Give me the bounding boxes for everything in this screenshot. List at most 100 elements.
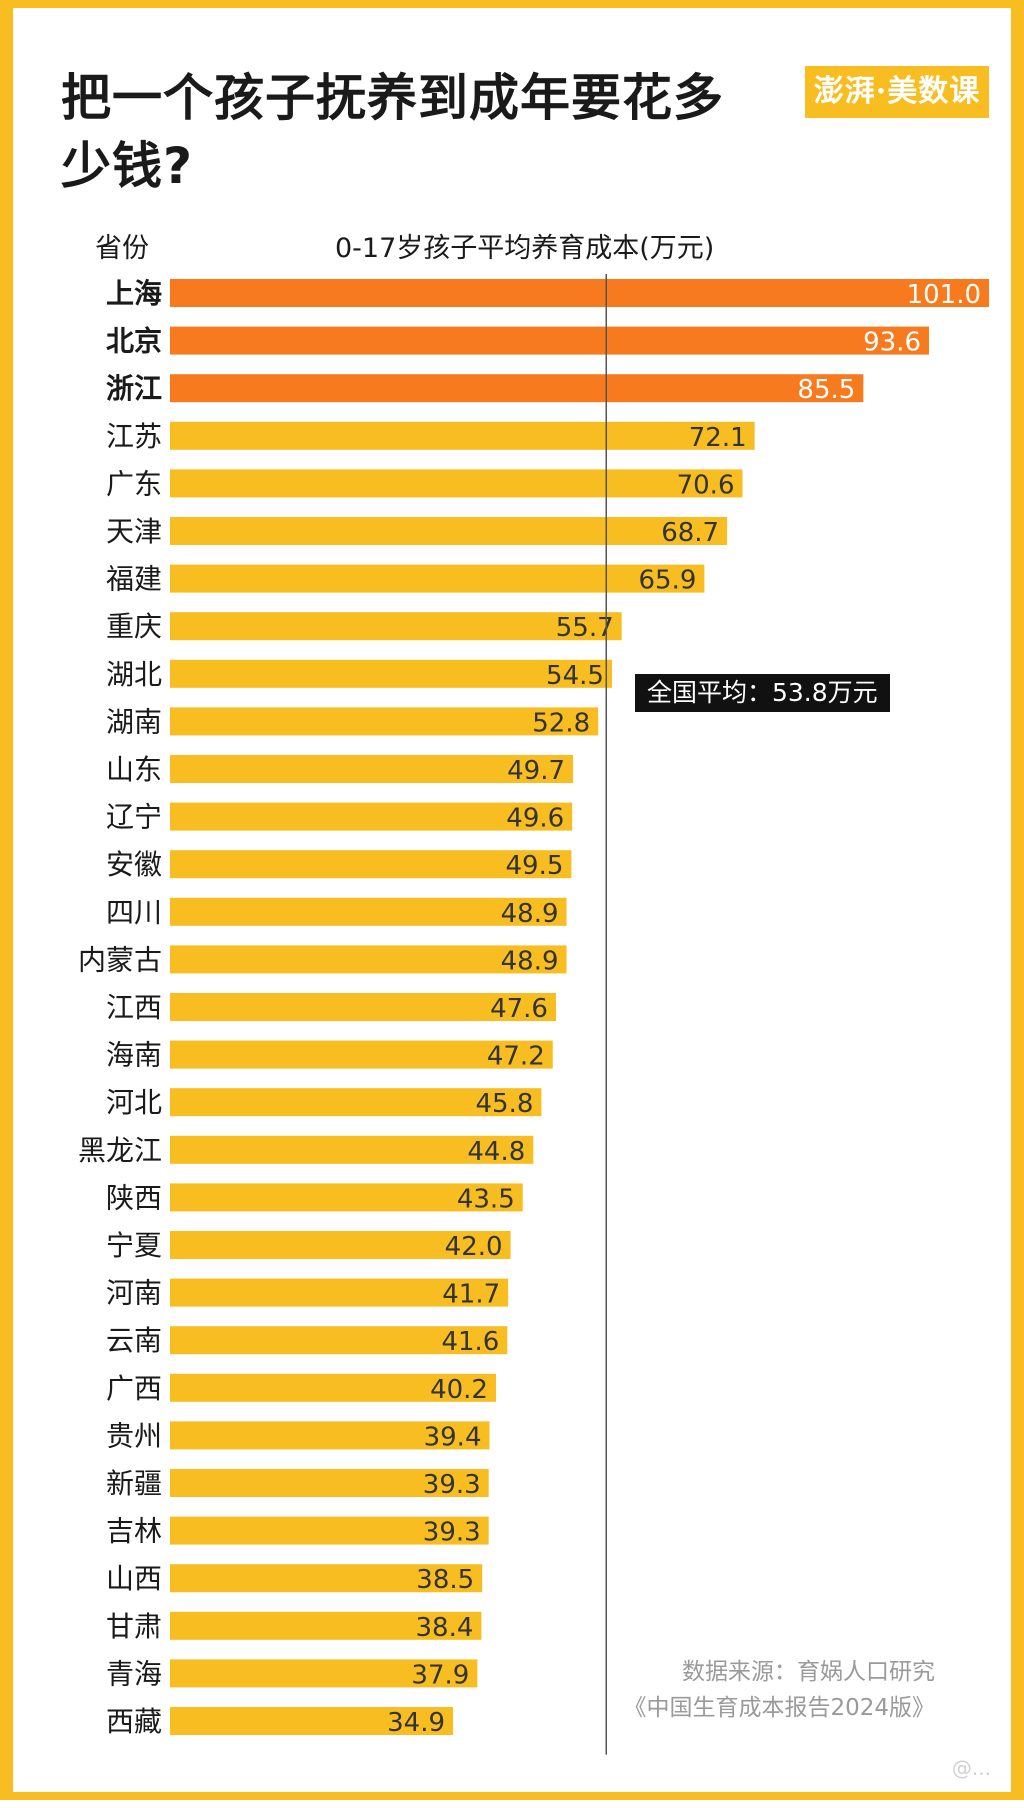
- value-label-安徽: 49.5: [506, 851, 564, 881]
- bar-陕西: [170, 1183, 523, 1212]
- category-label-广东: 广东: [106, 467, 162, 500]
- category-label-青海: 青海: [106, 1657, 162, 1690]
- value-label-山东: 49.7: [507, 756, 565, 786]
- category-label-福建: 福建: [106, 563, 162, 596]
- bar-湖北: [170, 659, 612, 688]
- bar-上海: [170, 279, 989, 307]
- category-label-四川: 四川: [106, 896, 162, 929]
- bar-北京: [170, 326, 929, 355]
- category-label-天津: 天津: [106, 515, 162, 548]
- bar-四川: [170, 897, 567, 926]
- bar-山东: [170, 755, 574, 783]
- value-label-贵州: 39.4: [424, 1422, 482, 1452]
- value-label-宁夏: 42.0: [445, 1232, 503, 1262]
- category-label-安徽: 安徽: [106, 848, 162, 881]
- value-label-浙江: 85.5: [797, 375, 855, 405]
- value-label-湖北: 54.5: [546, 661, 604, 691]
- value-label-湖南: 52.8: [532, 708, 590, 738]
- category-label-湖北: 湖北: [106, 658, 162, 691]
- bar-河北: [170, 1088, 542, 1117]
- category-label-云南: 云南: [106, 1324, 162, 1357]
- national-average-label: 全国平均：53.8万元: [635, 674, 890, 712]
- bar-青海: [170, 1659, 478, 1688]
- category-label-广西: 广西: [106, 1372, 162, 1405]
- value-label-吉林: 39.3: [423, 1518, 481, 1548]
- publisher-logo: 澎湃·美数课: [805, 66, 989, 118]
- value-label-山西: 38.5: [416, 1565, 474, 1595]
- bar-新疆: [170, 1469, 489, 1497]
- bar-海南: [170, 1040, 553, 1069]
- value-label-北京: 93.6: [863, 328, 921, 358]
- value-label-广西: 40.2: [430, 1375, 488, 1405]
- bar-chart: 上海 101.0 北京 93.6 浙江 85.5 江苏 72.1 广东 70.6 天津 68.7 福建 6…: [78, 274, 989, 1755]
- value-label-江苏: 72.1: [689, 423, 747, 453]
- category-label-湖南: 湖南: [106, 705, 162, 738]
- category-label-山东: 山东: [106, 753, 162, 786]
- bar-天津: [170, 517, 728, 545]
- value-label-重庆: 55.7: [556, 613, 614, 643]
- value-label-辽宁: 49.6: [506, 804, 564, 834]
- source-line-2: 《中国生育成本报告2024版》: [623, 1695, 935, 1721]
- bar-西藏: [170, 1707, 454, 1735]
- category-label-吉林: 吉林: [106, 1515, 162, 1548]
- category-label-河北: 河北: [106, 1086, 162, 1119]
- value-label-江西: 47.6: [490, 994, 548, 1024]
- value-label-广东: 70.6: [677, 470, 735, 500]
- value-axis-label: 0-17岁孩子平均养育成本(万元): [335, 233, 715, 264]
- value-label-河南: 41.7: [442, 1280, 500, 1310]
- category-label-新疆: 新疆: [106, 1467, 162, 1500]
- bar-宁夏: [170, 1231, 511, 1259]
- bar-吉林: [170, 1516, 489, 1545]
- bar-广西: [170, 1373, 496, 1402]
- category-label-浙江: 浙江: [106, 372, 162, 405]
- bar-江西: [170, 993, 556, 1021]
- bar-安徽: [170, 850, 572, 879]
- value-label-河北: 45.8: [475, 1089, 533, 1119]
- category-label-辽宁: 辽宁: [106, 801, 162, 834]
- bar-湖南: [170, 707, 599, 736]
- value-label-青海: 37.9: [411, 1660, 469, 1690]
- bar-浙江: [170, 374, 864, 403]
- category-label-黑龙江: 黑龙江: [78, 1134, 162, 1167]
- value-label-四川: 48.9: [501, 899, 559, 929]
- category-label-江西: 江西: [106, 991, 162, 1024]
- watermark: @...: [951, 1756, 991, 1780]
- bar-贵州: [170, 1421, 490, 1450]
- bar-广东: [170, 469, 743, 498]
- source-line-1: 数据来源：育娲人口研究: [682, 1659, 935, 1685]
- value-label-内蒙古: 48.9: [501, 946, 559, 976]
- bar-河南: [170, 1278, 509, 1307]
- value-label-海南: 47.2: [487, 1042, 545, 1072]
- value-label-甘肃: 38.4: [415, 1613, 473, 1643]
- bar-重庆: [170, 612, 622, 641]
- value-label-上海: 101.0: [907, 280, 981, 310]
- value-label-福建: 65.9: [638, 566, 696, 596]
- value-label-陕西: 43.5: [457, 1184, 515, 1214]
- category-label-河南: 河南: [106, 1277, 162, 1310]
- category-label-陕西: 陕西: [106, 1181, 162, 1214]
- category-label-甘肃: 甘肃: [106, 1610, 162, 1643]
- bar-云南: [170, 1326, 508, 1355]
- category-label-山西: 山西: [106, 1562, 162, 1595]
- value-label-云南: 41.6: [441, 1327, 499, 1357]
- value-label-天津: 68.7: [661, 518, 719, 548]
- category-label-宁夏: 宁夏: [106, 1229, 162, 1262]
- value-label-黑龙江: 44.8: [467, 1137, 525, 1167]
- category-label-贵州: 贵州: [106, 1419, 162, 1452]
- category-label-内蒙古: 内蒙古: [78, 943, 162, 976]
- data-source: 数据来源：育娲人口研究 《中国生育成本报告2024版》: [623, 1654, 935, 1726]
- bar-福建: [170, 564, 705, 593]
- category-label-北京: 北京: [106, 325, 162, 358]
- category-label-西藏: 西藏: [106, 1705, 162, 1738]
- bar-黑龙江: [170, 1135, 534, 1164]
- category-label-江苏: 江苏: [106, 420, 162, 453]
- bar-江苏: [170, 421, 755, 450]
- category-axis-label: 省份: [95, 233, 149, 264]
- bar-辽宁: [170, 802, 573, 831]
- value-label-西藏: 34.9: [387, 1708, 445, 1738]
- category-label-重庆: 重庆: [106, 610, 162, 643]
- page-title: 把一个孩子抚养到成年要花多少钱?: [61, 69, 724, 195]
- bar-甘肃: [170, 1611, 482, 1640]
- bar-山西: [170, 1564, 483, 1593]
